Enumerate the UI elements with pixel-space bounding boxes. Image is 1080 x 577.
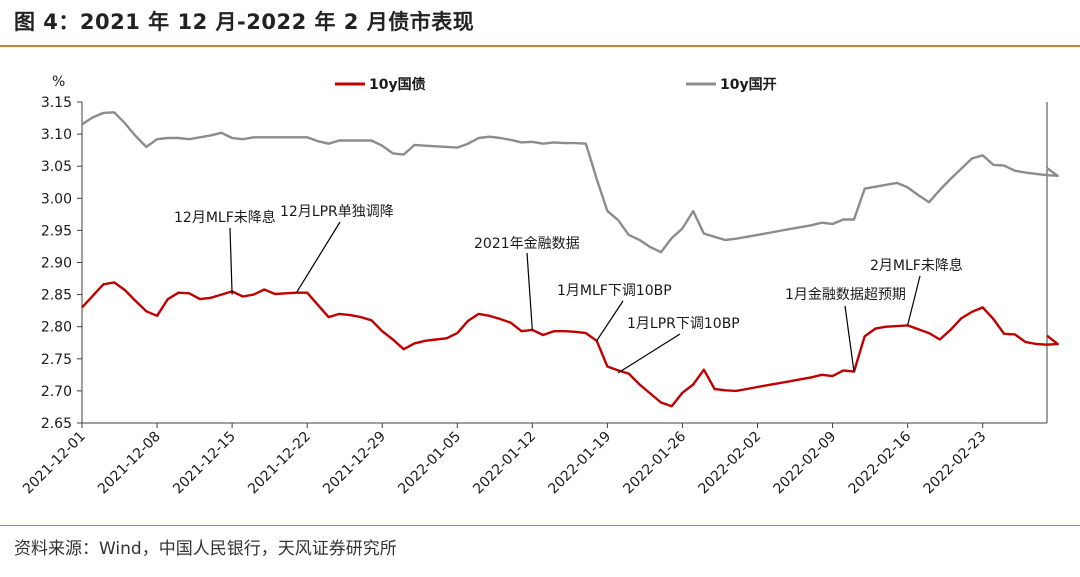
annotation-leader: [844, 305, 855, 372]
legend-label: 10y国开: [720, 77, 777, 93]
x-tick-label: 2022-01-26: [620, 428, 689, 497]
source-note: 资料来源：Wind，中国人民银行，天风证券研究所: [14, 539, 397, 559]
series-line-cdb-10y: [81, 111, 1059, 254]
x-tick-label: 2022-02-02: [695, 429, 764, 498]
annotation-leader: [295, 221, 341, 293]
annotation-label: 2021年金融数据: [474, 236, 580, 252]
annotation-label: 2月MLF未降息: [870, 257, 963, 274]
x-tick-label: 2022-02-16: [846, 428, 915, 497]
y-tick-label: 3.10: [41, 127, 72, 143]
legend-label: 10y国债: [369, 76, 426, 93]
y-tick-label: 2.95: [41, 223, 72, 239]
title-rule: [0, 45, 1080, 47]
y-tick-label: 2.75: [41, 352, 72, 368]
annotation-leader: [907, 275, 921, 326]
annotation-label: 12月LPR单独调降: [280, 204, 394, 220]
x-tick-label: 2022-02-09: [771, 429, 840, 498]
x-tick-label: 2021-12-22: [245, 429, 314, 498]
figure-title: 图 4：2021 年 12 月-2022 年 2 月债市表现: [14, 10, 475, 34]
x-tick-label: 2021-12-15: [170, 429, 239, 498]
y-tick-label: 2.90: [41, 256, 72, 272]
annotation-leader: [596, 300, 624, 342]
y-tick-label: 2.80: [41, 320, 72, 336]
annotation-label: 1月MLF下调10BP: [557, 283, 672, 299]
y-tick-label: 2.65: [41, 416, 72, 432]
annotation-label: 12月MLF未降息: [174, 209, 276, 226]
y-tick-label: 2.70: [41, 384, 72, 400]
series-layer: [81, 111, 1059, 408]
annotation-layer: 12月MLF未降息 12月LPR单独调降 2021年金融数据 1月MLF下调10BP 1…: [174, 204, 963, 374]
x-tick-label: 2021-12-08: [95, 429, 164, 498]
annotation-leader: [229, 227, 233, 295]
annotation-leader: [526, 252, 533, 330]
x-tick-label: 2022-01-19: [545, 429, 614, 498]
x-tick-label: 2021-12-29: [320, 429, 389, 498]
x-tick-label: 2022-01-05: [395, 429, 464, 498]
annotation-label: 1月LPR下调10BP: [627, 316, 740, 332]
annotation-leader: [617, 333, 681, 374]
bond-yield-chart: % 3.15 3.10 3.05 3.00 2.95 2.90 2.85 2.80 2.75 2.7…: [20, 74, 1059, 498]
y-tick-label: 3.00: [41, 191, 72, 207]
x-tick-label: 2021-12-01: [20, 429, 89, 498]
legend: 10y国债 10y国开: [335, 76, 777, 93]
series-line-cgb-10y: [81, 281, 1059, 408]
y-tick-label: 3.15: [41, 95, 72, 111]
y-tick-label: 2.85: [41, 288, 72, 304]
x-tick-label: 2022-01-12: [470, 429, 539, 498]
annotation-label: 1月金融数据超预期: [785, 287, 906, 303]
source-rule: [0, 525, 1080, 526]
y-tick-label: 3.05: [41, 159, 72, 175]
y-unit-label: %: [52, 74, 65, 90]
x-tick-label: 2022-02-23: [921, 429, 990, 498]
